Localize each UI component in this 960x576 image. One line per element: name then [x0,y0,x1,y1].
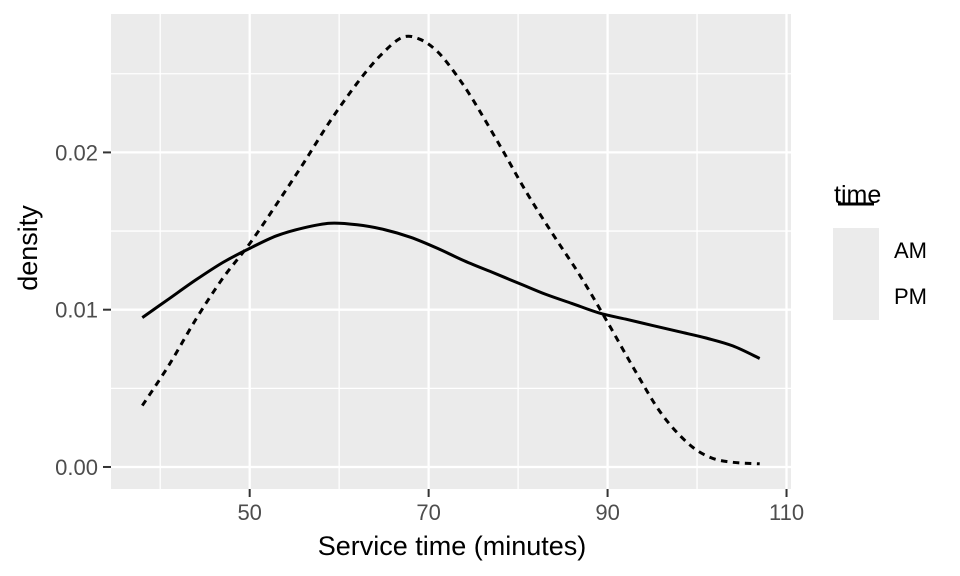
legend-key-solid-line-icon [833,202,879,274]
y-tick-label-0.02: 0.02 [55,140,98,165]
panel-background [111,14,791,489]
x-axis-title: Service time (minutes) [317,531,587,561]
series-line-pm [141,34,760,466]
x-tick-label-110: 110 [769,500,804,525]
y-tick-label-0: 0.00 [55,455,98,480]
legend-item-am: AM [833,202,927,274]
legend: time AM PM [833,181,927,320]
y-axis-title: density [13,205,43,291]
legend-items: AM PM [833,202,927,320]
x-tick-label-50: 50 [237,500,261,525]
legend-label-am: AM [894,238,927,263]
x-tick-label-90: 90 [595,500,619,525]
x-tick-label-70: 70 [416,500,440,525]
y-tick-label-0.01: 0.01 [55,298,98,323]
legend-item-pm: PM [833,202,927,320]
series-line-am [141,221,761,360]
legend-label-pm: PM [894,284,927,309]
legend-key-dashed-line-icon [833,202,879,320]
